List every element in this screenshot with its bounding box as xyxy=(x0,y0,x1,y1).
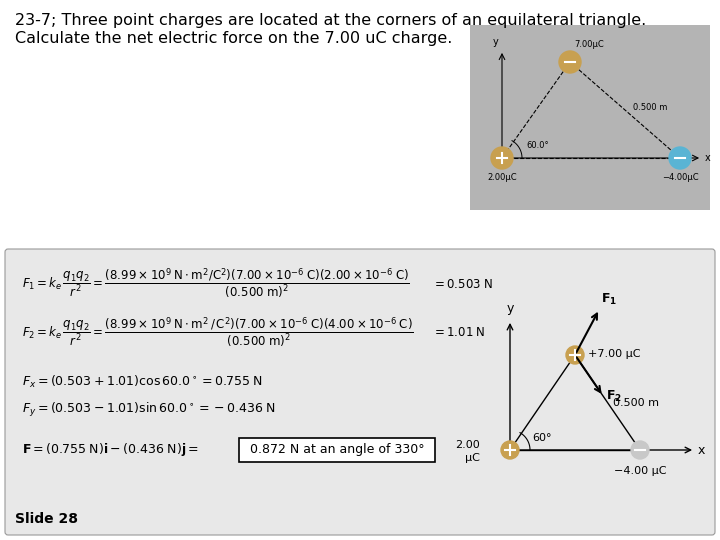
Text: −4.00μC: −4.00μC xyxy=(662,173,698,182)
Text: x: x xyxy=(705,153,711,163)
Text: Slide 28: Slide 28 xyxy=(15,512,78,526)
Text: 7.00μC: 7.00μC xyxy=(574,40,604,49)
Bar xyxy=(470,25,710,210)
Bar xyxy=(455,290,710,505)
Circle shape xyxy=(501,441,519,459)
Circle shape xyxy=(669,147,691,169)
Text: −4.00 μC: −4.00 μC xyxy=(613,466,666,476)
Text: $= 0.503\;{\rm N}$: $= 0.503\;{\rm N}$ xyxy=(432,278,493,291)
Text: $F_1 = k_e\, \dfrac{q_1q_2}{r^2} = \dfrac{(8.99\times10^9\;{\rm N\cdot m^2/C^2}): $F_1 = k_e\, \dfrac{q_1q_2}{r^2} = \dfra… xyxy=(22,267,410,301)
Text: $\mathbf{F_2}$: $\mathbf{F_2}$ xyxy=(606,389,622,404)
Text: 2.00: 2.00 xyxy=(455,440,480,450)
Text: 60.0°: 60.0° xyxy=(526,141,549,150)
Text: 0.500 m: 0.500 m xyxy=(613,397,659,408)
Text: $F_2 = k_e\, \dfrac{q_1q_2}{r^2} = \dfrac{(8.99\times10^9\;{\rm N\cdot m^2\,/\,C: $F_2 = k_e\, \dfrac{q_1q_2}{r^2} = \dfra… xyxy=(22,316,414,350)
Text: 23-7; Three point charges are located at the corners of an equilateral triangle.: 23-7; Three point charges are located at… xyxy=(15,13,647,28)
Circle shape xyxy=(566,346,584,364)
Circle shape xyxy=(491,147,513,169)
FancyBboxPatch shape xyxy=(5,249,715,535)
Text: $= 1.01\;{\rm N}$: $= 1.01\;{\rm N}$ xyxy=(432,327,485,340)
Circle shape xyxy=(631,441,649,459)
FancyBboxPatch shape xyxy=(239,438,435,462)
Text: 0.500 m: 0.500 m xyxy=(633,104,667,112)
Text: $F_x = (0.503+1.01)\cos 60.0^\circ = 0.755\;{\rm N}$: $F_x = (0.503+1.01)\cos 60.0^\circ = 0.7… xyxy=(22,374,263,390)
Text: 60°: 60° xyxy=(532,433,552,443)
Text: 2.00μC: 2.00μC xyxy=(487,173,517,182)
Text: μC: μC xyxy=(465,453,480,463)
Text: y: y xyxy=(506,302,513,315)
Text: x: x xyxy=(698,443,706,456)
Text: $F_y = (0.503-1.01)\sin 60.0^\circ = -0.436\;{\rm N}$: $F_y = (0.503-1.01)\sin 60.0^\circ = -0.… xyxy=(22,401,276,419)
Text: +7.00 μC: +7.00 μC xyxy=(588,349,641,359)
Text: y: y xyxy=(492,37,498,47)
Text: Calculate the net electric force on the 7.00 uC charge.: Calculate the net electric force on the … xyxy=(15,31,452,46)
Text: 0.872 N at an angle of 330°: 0.872 N at an angle of 330° xyxy=(250,443,424,456)
Circle shape xyxy=(559,51,581,73)
Text: $\mathbf{F} = (0.755\;{\rm N})\mathbf{i} - (0.436\;{\rm N})\mathbf{j} = $: $\mathbf{F} = (0.755\;{\rm N})\mathbf{i}… xyxy=(22,442,199,458)
Text: $\mathbf{F_1}$: $\mathbf{F_1}$ xyxy=(601,292,618,307)
